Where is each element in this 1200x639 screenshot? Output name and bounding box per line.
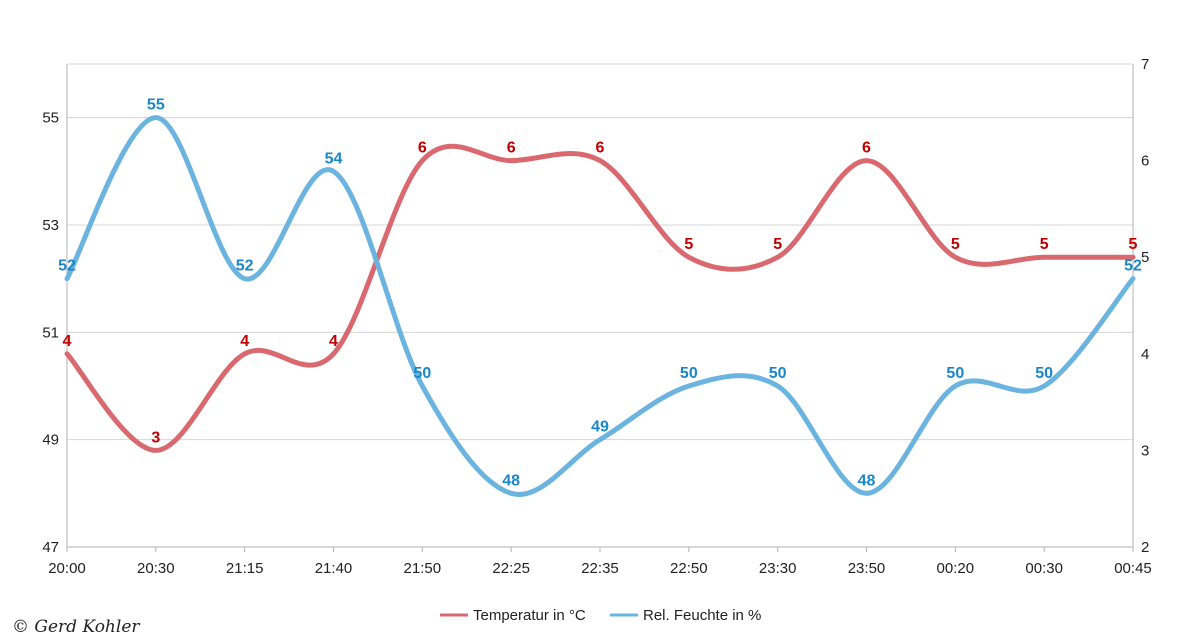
x-tick-label: 20:00: [48, 560, 86, 577]
data-label-humidity: 50: [1035, 365, 1053, 382]
data-label-temperature: 6: [507, 140, 516, 157]
y-left-tick-label: 55: [42, 110, 59, 127]
data-label-temperature: 4: [240, 333, 249, 350]
data-label-temperature: 5: [684, 236, 693, 253]
data-label-humidity: 50: [413, 365, 431, 382]
y-right-tick-label: 6: [1141, 153, 1149, 170]
data-label-humidity: 52: [1124, 258, 1142, 275]
data-label-temperature: 5: [951, 236, 960, 253]
watermark-text: © Gerd Kohler: [12, 617, 140, 637]
y-left-tick-label: 51: [42, 324, 59, 341]
data-label-temperature: 3: [151, 429, 160, 446]
series-line-temperature: [64, 143, 1136, 453]
y-left-tick-label: 47: [42, 539, 59, 556]
x-tick-label: 22:35: [581, 560, 619, 577]
data-label-humidity: 49: [591, 419, 609, 436]
data-label-temperature: 5: [773, 236, 782, 253]
x-tick-label: 00:30: [1025, 560, 1063, 577]
y-left-tick-label: 53: [42, 217, 59, 234]
x-tick-label: 23:30: [759, 560, 797, 577]
data-label-humidity: 52: [58, 258, 76, 275]
legend-label: Temperatur in °C: [473, 607, 586, 624]
x-tick-label: 21:50: [404, 560, 442, 577]
data-label-humidity: 48: [858, 472, 876, 489]
x-tick-label: 23:50: [848, 560, 886, 577]
data-label-humidity: 50: [680, 365, 698, 382]
x-tick-label: 21:15: [226, 560, 264, 577]
x-tick-label: 00:20: [937, 560, 975, 577]
data-label-temperature: 4: [63, 333, 72, 350]
x-tick-label: 21:40: [315, 560, 353, 577]
x-tick-label: 22:50: [670, 560, 708, 577]
data-label-temperature: 4: [329, 333, 338, 350]
y-right-tick-label: 2: [1141, 539, 1149, 556]
series-lines: [64, 115, 1136, 497]
data-label-humidity: 55: [147, 97, 165, 114]
legend: Temperatur in °C Rel. Feuchte in %: [440, 607, 761, 624]
data-label-humidity: 50: [946, 365, 964, 382]
series-line-humidity: [64, 115, 1136, 497]
legend-label: Rel. Feuchte in %: [643, 607, 761, 624]
data-label-humidity: 52: [236, 258, 254, 275]
y-right-tick-label: 3: [1141, 442, 1149, 459]
gridlines: [67, 63, 1133, 548]
x-tick-label: 22:25: [492, 560, 530, 577]
data-label-temperature: 5: [1129, 236, 1138, 253]
data-label-humidity: 50: [769, 365, 787, 382]
x-tick-label: 00:45: [1114, 560, 1152, 577]
x-tick-label: 20:30: [137, 560, 175, 577]
data-label-temperature: 5: [1040, 236, 1049, 253]
y-right-tick-label: 4: [1141, 346, 1149, 363]
y-right-tick-label: 5: [1141, 249, 1149, 266]
data-label-temperature: 6: [418, 140, 427, 157]
data-label-humidity: 54: [325, 150, 343, 167]
data-label-temperature: 6: [596, 140, 605, 157]
y-right-tick-label: 7: [1141, 56, 1149, 73]
data-label-temperature: 6: [862, 140, 871, 157]
data-label-humidity: 48: [502, 472, 520, 489]
y-left-tick-label: 49: [42, 432, 59, 449]
